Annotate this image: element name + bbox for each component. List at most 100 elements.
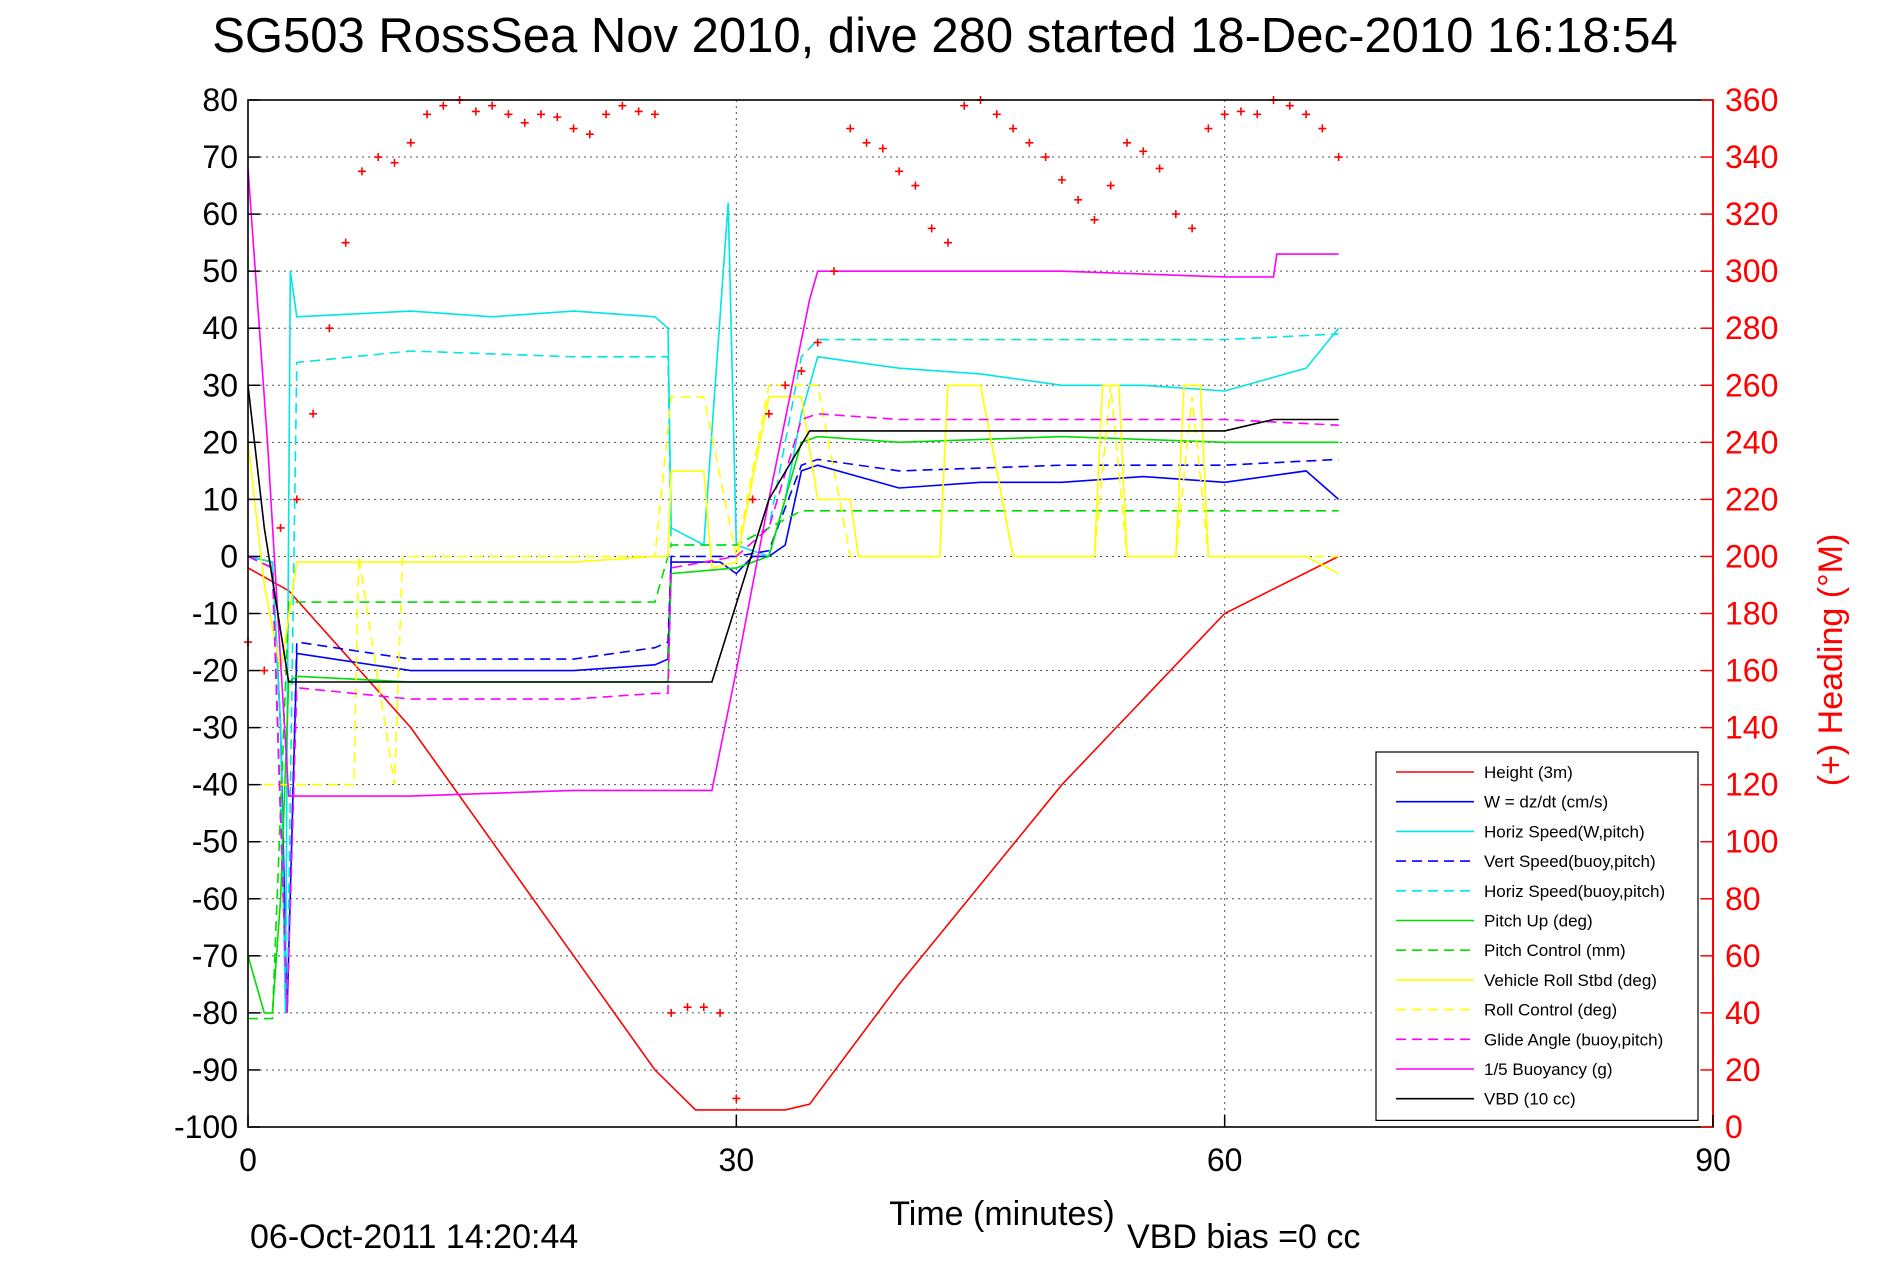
heading-marker <box>276 523 285 532</box>
heading-marker <box>634 107 643 116</box>
series-1-5-buoyancy-g <box>247 168 1339 797</box>
y2-tick-label: 200 <box>1725 538 1778 574</box>
y-tick-label: -60 <box>192 881 238 917</box>
heading-marker <box>895 167 904 176</box>
y2-tick-label: 360 <box>1725 82 1778 118</box>
y2-tick-label: 120 <box>1725 767 1778 803</box>
heading-marker <box>406 138 415 147</box>
y-tick-label: -100 <box>174 1109 238 1145</box>
y-tick-label: -30 <box>192 710 238 746</box>
heading-marker <box>553 113 562 122</box>
heading-marker <box>1236 107 1245 116</box>
y2-tick-label: 220 <box>1725 481 1778 517</box>
x-tick-label: 0 <box>239 1142 257 1178</box>
legend-label: 1/5 Buoyancy (g) <box>1484 1060 1613 1079</box>
y-tick-label: -90 <box>192 1052 238 1088</box>
heading-marker <box>1334 153 1343 162</box>
heading-marker <box>862 138 871 147</box>
legend-label: Horiz Speed(W,pitch) <box>1484 822 1645 841</box>
y-tick-label: 80 <box>202 82 238 118</box>
heading-marker <box>813 338 822 347</box>
heading-marker <box>667 1008 676 1017</box>
y2-tick-label: 40 <box>1725 995 1761 1031</box>
heading-marker <box>1253 110 1262 119</box>
legend-label: Pitch Up (deg) <box>1484 912 1593 931</box>
legend-box <box>1375 751 1699 1121</box>
heading-marker <box>520 118 529 127</box>
y-tick-label: 50 <box>202 253 238 289</box>
y2-tick-label: 0 <box>1725 1109 1743 1145</box>
y2-tick-label: 260 <box>1725 367 1778 403</box>
heading-marker <box>650 110 659 119</box>
y-tick-label: 60 <box>202 196 238 232</box>
y2-tick-label: 80 <box>1725 881 1761 917</box>
heading-marker <box>618 101 627 110</box>
x-tick-label: 90 <box>1695 1142 1731 1178</box>
y2-tick-label: 20 <box>1725 1052 1761 1088</box>
x-axis-label: Time (minutes) <box>889 1195 1114 1233</box>
chart-title: SG503 RossSea Nov 2010, dive 280 started… <box>212 9 1678 63</box>
y-tick-label: -50 <box>192 824 238 860</box>
series-pitch-control-mm <box>248 509 1339 1020</box>
heading-marker <box>602 110 611 119</box>
series-vbd-10-cc <box>247 385 1339 683</box>
series-roll-control-deg <box>248 384 1339 786</box>
heading-marker <box>716 1008 725 1017</box>
heading-marker <box>911 181 920 190</box>
y2-tick-label: 320 <box>1725 196 1778 232</box>
heading-marker <box>1123 138 1131 147</box>
heading-marker <box>471 107 480 116</box>
y2-tick-label: 180 <box>1725 596 1778 632</box>
x-tick-label: 30 <box>719 1142 755 1178</box>
footer-timestamp: 06-Oct-2011 14:20:44 <box>250 1218 578 1256</box>
heading-marker <box>1285 101 1294 110</box>
y-tick-label: -40 <box>192 767 238 803</box>
heading-marker <box>1302 110 1311 119</box>
heading-marker <box>1155 164 1164 173</box>
y2-tick-label: 340 <box>1725 139 1778 175</box>
heading-marker <box>585 130 594 139</box>
legend: Height (3m) W = dz/dt (cm/s) Horiz Speed(W… <box>1375 751 1699 1121</box>
y2-tick-label: 280 <box>1725 310 1778 346</box>
heading-marker <box>846 124 855 133</box>
heading-marker <box>927 224 936 233</box>
heading-marker <box>374 153 383 162</box>
x-tick-label: 60 <box>1207 1142 1243 1178</box>
heading-marker <box>1009 124 1018 133</box>
heading-marker <box>699 1003 708 1012</box>
y2-tick-label: 100 <box>1725 824 1778 860</box>
heading-marker <box>569 124 578 133</box>
y-tick-label: -20 <box>192 653 238 689</box>
heading-marker <box>325 324 334 333</box>
heading-marker <box>960 101 969 110</box>
y-tick-label: 40 <box>202 310 238 346</box>
y-tick-label: 20 <box>202 424 238 460</box>
heading-marker <box>1074 195 1083 204</box>
heading-marker <box>1318 124 1327 133</box>
right-axis-label: (+) Heading (°M) <box>1812 534 1850 787</box>
heading-marker <box>292 495 301 504</box>
legend-label: Height (3m) <box>1484 763 1573 782</box>
vbd-bias-label: VBD bias =0 cc <box>1127 1218 1360 1256</box>
heading-marker <box>1188 224 1197 233</box>
heading-marker <box>1139 147 1148 156</box>
legend-label: Vert Speed(buoy,pitch) <box>1484 852 1656 871</box>
y2-tick-label: 160 <box>1725 653 1778 689</box>
heading-marker <box>764 409 773 418</box>
heading-marker <box>1057 175 1066 184</box>
y2-tick-label: 140 <box>1725 710 1778 746</box>
heading-marker <box>732 1094 741 1103</box>
heading-marker <box>1025 138 1034 147</box>
y-tick-label: -80 <box>192 995 238 1031</box>
heading-marker <box>1171 210 1180 219</box>
heading-marker <box>781 381 790 390</box>
heading-marker <box>341 238 350 247</box>
series-vert-speed-buoy-pitch <box>247 458 1339 1013</box>
heading-marker <box>748 495 757 504</box>
heading-marker <box>260 666 269 675</box>
heading-marker <box>683 1003 692 1012</box>
legend-label: Roll Control (deg) <box>1484 1001 1617 1020</box>
heading-marker <box>504 110 513 119</box>
heading-marker <box>1220 110 1229 119</box>
